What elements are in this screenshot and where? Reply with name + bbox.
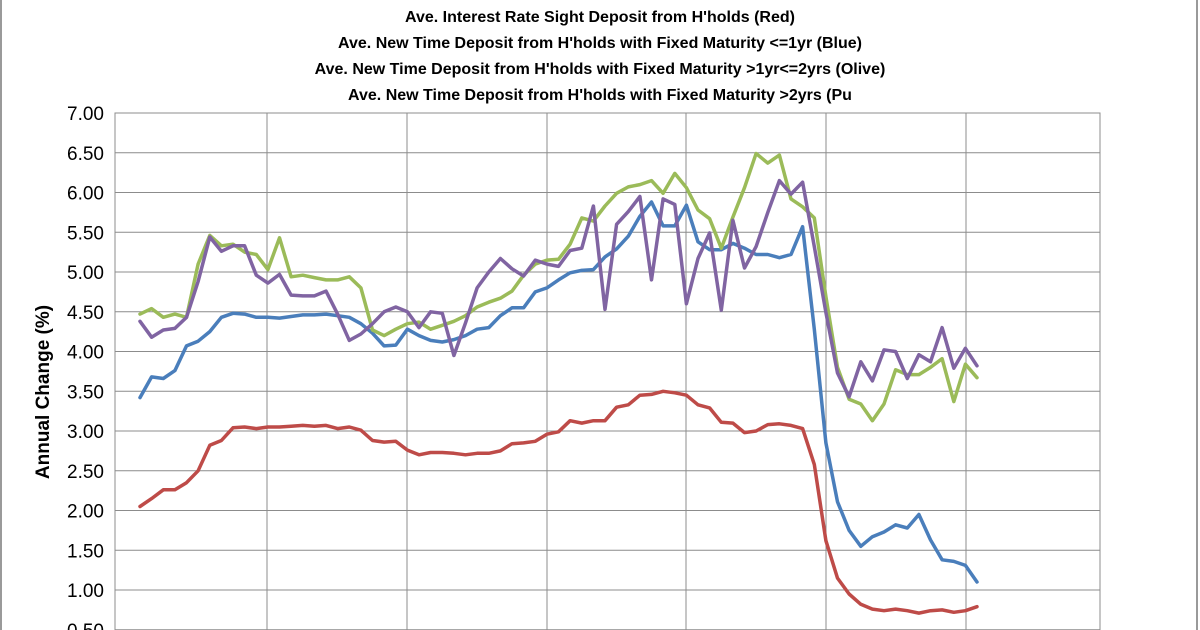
y-tick-label: 5.00	[67, 263, 104, 284]
y-axis-tick-labels: 0.50 1.00 1.50 2.00 2.50 3.00 3.50 4.00 4.50 5.00…	[67, 104, 104, 630]
y-tick-label: 0.50	[67, 621, 104, 630]
y-tick-label: 5.50	[67, 223, 104, 244]
y-tick-label: 3.50	[67, 382, 104, 403]
title-line-4: Ave. New Time Deposit from H'holds with …	[348, 87, 852, 104]
right-frame-border	[1196, 0, 1198, 630]
plot-area-border	[114, 112, 1101, 630]
y-tick-label: 4.50	[67, 303, 104, 324]
y-tick-label: 6.00	[67, 184, 104, 205]
y-tick-label: 2.00	[67, 502, 104, 523]
series-line-4	[138, 178, 979, 399]
left-frame-border	[0, 0, 2, 630]
y-axis-label: Annual Change (%)	[33, 305, 54, 479]
y-tick-label: 1.00	[67, 581, 104, 602]
chart-title: Ave. Interest Rate Sight Deposit from H'…	[315, 9, 886, 104]
series-line-2	[138, 200, 979, 584]
y-tick-label: 7.00	[67, 104, 104, 125]
gridlines	[115, 112, 1100, 630]
title-line-1: Ave. Interest Rate Sight Deposit from H'…	[405, 9, 795, 26]
series-line-1	[138, 389, 979, 615]
title-line-3: Ave. New Time Deposit from H'holds with …	[315, 61, 886, 78]
y-tick-label: 1.50	[67, 541, 104, 562]
y-tick-label: 3.00	[67, 422, 104, 443]
series-lines	[138, 151, 979, 615]
y-tick-label: 4.00	[67, 343, 104, 364]
title-line-2: Ave. New Time Deposit from H'holds with …	[338, 35, 862, 52]
y-tick-label: 2.50	[67, 462, 104, 483]
y-tick-label: 6.50	[67, 144, 104, 165]
series-line-3	[138, 151, 979, 423]
